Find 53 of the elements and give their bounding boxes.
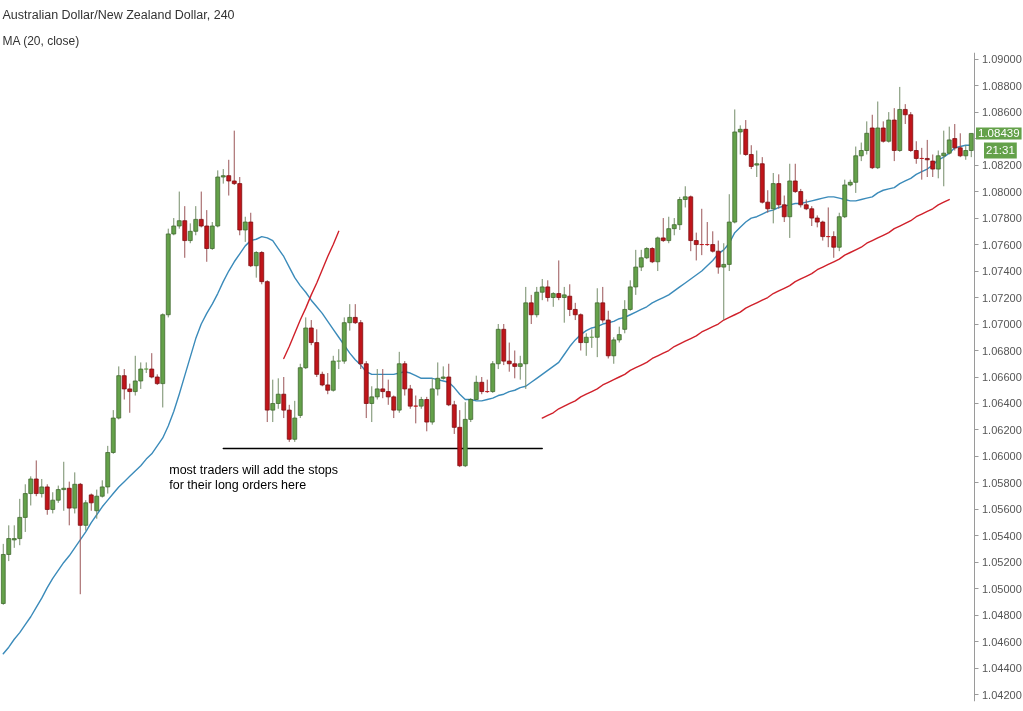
y-tick-label: 1.05200 bbox=[982, 556, 1022, 569]
y-tick-label: 1.06800 bbox=[982, 344, 1022, 357]
y-tick-label: 1.07400 bbox=[982, 265, 1022, 278]
candlestick bbox=[292, 400, 298, 443]
y-tick-label: 1.07200 bbox=[982, 291, 1022, 304]
candlestick bbox=[66, 481, 72, 526]
y-tick-label: 1.08600 bbox=[982, 106, 1022, 119]
text: 21:31 bbox=[986, 144, 1015, 157]
y-tick-label: 1.06200 bbox=[982, 423, 1022, 436]
line-series bbox=[541, 198, 950, 419]
y-tick-label: 1.06600 bbox=[982, 371, 1022, 383]
candlestick bbox=[754, 150, 760, 178]
y-tick-label: 1.04600 bbox=[982, 635, 1022, 648]
candlestick bbox=[556, 259, 562, 301]
y-tick-label: 1.04200 bbox=[982, 688, 1022, 701]
candlestick bbox=[253, 250, 259, 279]
chart-subtitle: MA (20, close) bbox=[2, 33, 80, 48]
y-tick-label: 1.07800 bbox=[982, 212, 1022, 225]
candlestick bbox=[655, 236, 661, 272]
y-tick-label: 1.05000 bbox=[982, 582, 1022, 595]
y-tick-label: 1.05600 bbox=[982, 503, 1022, 516]
y-tick-label: 1.08000 bbox=[982, 185, 1022, 198]
candlestick bbox=[83, 499, 89, 532]
y-tick-label: 1.04800 bbox=[982, 609, 1022, 622]
text: 1.08439 bbox=[978, 127, 1020, 140]
y-tick-label: 1.07000 bbox=[982, 318, 1022, 331]
chart-title: Australian Dollar/New Zealand Dollar, 240 bbox=[2, 7, 235, 22]
candlestick bbox=[424, 396, 430, 432]
y-tick-label: 1.07600 bbox=[982, 238, 1022, 251]
candlestick bbox=[33, 459, 39, 497]
y-tick-label: 1.06000 bbox=[982, 450, 1022, 463]
candlestick bbox=[72, 471, 78, 514]
candlestick bbox=[39, 478, 45, 499]
candlestick bbox=[924, 139, 930, 178]
candlestick bbox=[242, 216, 248, 243]
candlestick bbox=[561, 286, 567, 324]
candlestick bbox=[44, 483, 50, 516]
y-tick-label: 1.05800 bbox=[982, 476, 1022, 489]
y-tick-label: 1.06400 bbox=[982, 397, 1022, 410]
candlestick bbox=[545, 279, 551, 302]
candlestick bbox=[880, 120, 886, 144]
y-tick-label: 1.08800 bbox=[982, 79, 1022, 92]
y-tick-label: 1.09000 bbox=[982, 53, 1022, 66]
y-tick-label: 1.05400 bbox=[982, 529, 1022, 542]
candlestick bbox=[930, 153, 936, 178]
candlestick bbox=[528, 294, 534, 325]
candlestick bbox=[660, 217, 666, 243]
line-series bbox=[283, 230, 340, 360]
y-tick-label: 1.08200 bbox=[982, 159, 1022, 172]
candlestick bbox=[886, 111, 892, 144]
candlestick bbox=[182, 205, 188, 259]
series-label: most traders will add the stops for their long orders here bbox=[169, 462, 339, 492]
y-tick-label: 1.04400 bbox=[982, 662, 1022, 675]
